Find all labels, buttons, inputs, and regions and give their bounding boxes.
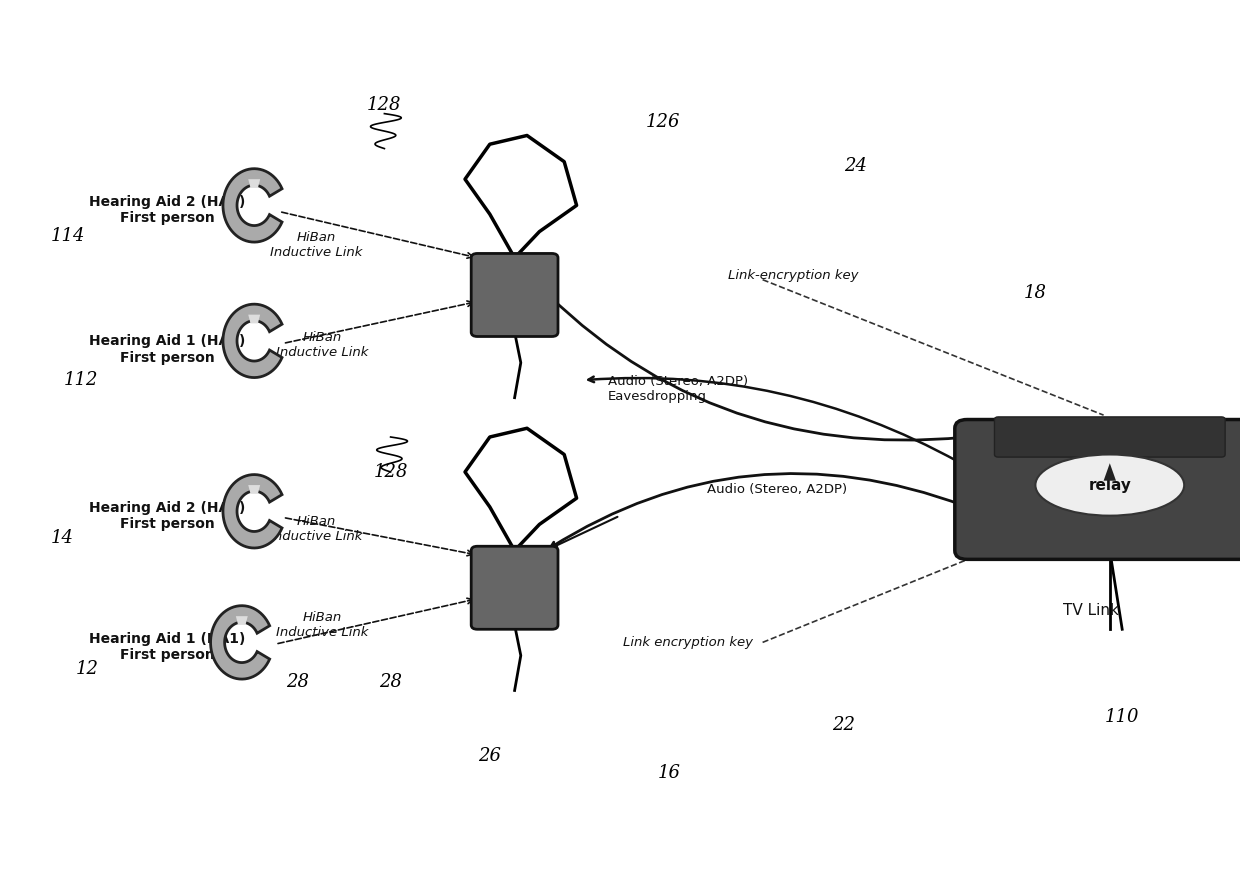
Text: 128: 128 <box>367 96 402 114</box>
Polygon shape <box>211 606 269 679</box>
Text: relay: relay <box>1089 477 1131 493</box>
Text: 126: 126 <box>646 114 681 131</box>
Text: Link-encryption key: Link-encryption key <box>728 269 859 281</box>
Text: HiBan
Inductive Link: HiBan Inductive Link <box>277 611 368 639</box>
Text: Audio (Stereo, A2DP): Audio (Stereo, A2DP) <box>707 483 847 496</box>
Text: 18: 18 <box>1024 284 1047 302</box>
Text: 28: 28 <box>379 673 402 690</box>
Polygon shape <box>248 485 260 494</box>
Text: Hearing Aid 1 (HA1)
First person: Hearing Aid 1 (HA1) First person <box>89 632 246 662</box>
Text: 128: 128 <box>373 463 408 481</box>
Polygon shape <box>223 169 281 242</box>
Text: HiBan
Inductive Link: HiBan Inductive Link <box>277 331 368 359</box>
FancyBboxPatch shape <box>955 420 1240 559</box>
Text: Hearing Aid 2 (HA2)
First person: Hearing Aid 2 (HA2) First person <box>89 501 246 531</box>
FancyBboxPatch shape <box>471 253 558 336</box>
Polygon shape <box>248 315 260 323</box>
Text: 24: 24 <box>844 157 867 175</box>
Text: 110: 110 <box>1105 708 1140 726</box>
Text: 28: 28 <box>286 673 309 690</box>
Text: HiBan
Inductive Link: HiBan Inductive Link <box>270 231 362 259</box>
Text: TV Link: TV Link <box>1063 603 1120 618</box>
Polygon shape <box>223 475 281 548</box>
Text: HiBan
Inductive Link: HiBan Inductive Link <box>270 515 362 543</box>
Text: 22: 22 <box>832 717 854 734</box>
Text: Hearing Aid 1 (HA1)
First person: Hearing Aid 1 (HA1) First person <box>89 335 246 364</box>
Text: 26: 26 <box>479 747 501 765</box>
Text: 12: 12 <box>76 660 98 677</box>
Text: Hearing Aid 2 (HA2)
First person: Hearing Aid 2 (HA2) First person <box>89 195 246 225</box>
Polygon shape <box>1104 463 1116 481</box>
Polygon shape <box>236 616 248 625</box>
Text: Link encryption key: Link encryption key <box>624 636 753 649</box>
Polygon shape <box>223 304 281 378</box>
Polygon shape <box>248 179 260 188</box>
Text: 14: 14 <box>51 529 73 546</box>
FancyBboxPatch shape <box>471 546 558 629</box>
Text: 16: 16 <box>658 765 681 782</box>
Text: 112: 112 <box>63 371 98 389</box>
Text: 114: 114 <box>51 227 86 245</box>
Ellipse shape <box>1035 454 1184 516</box>
FancyBboxPatch shape <box>994 417 1225 457</box>
Text: Audio (Stereo, A2DP)
Eavesdropping: Audio (Stereo, A2DP) Eavesdropping <box>608 375 748 403</box>
